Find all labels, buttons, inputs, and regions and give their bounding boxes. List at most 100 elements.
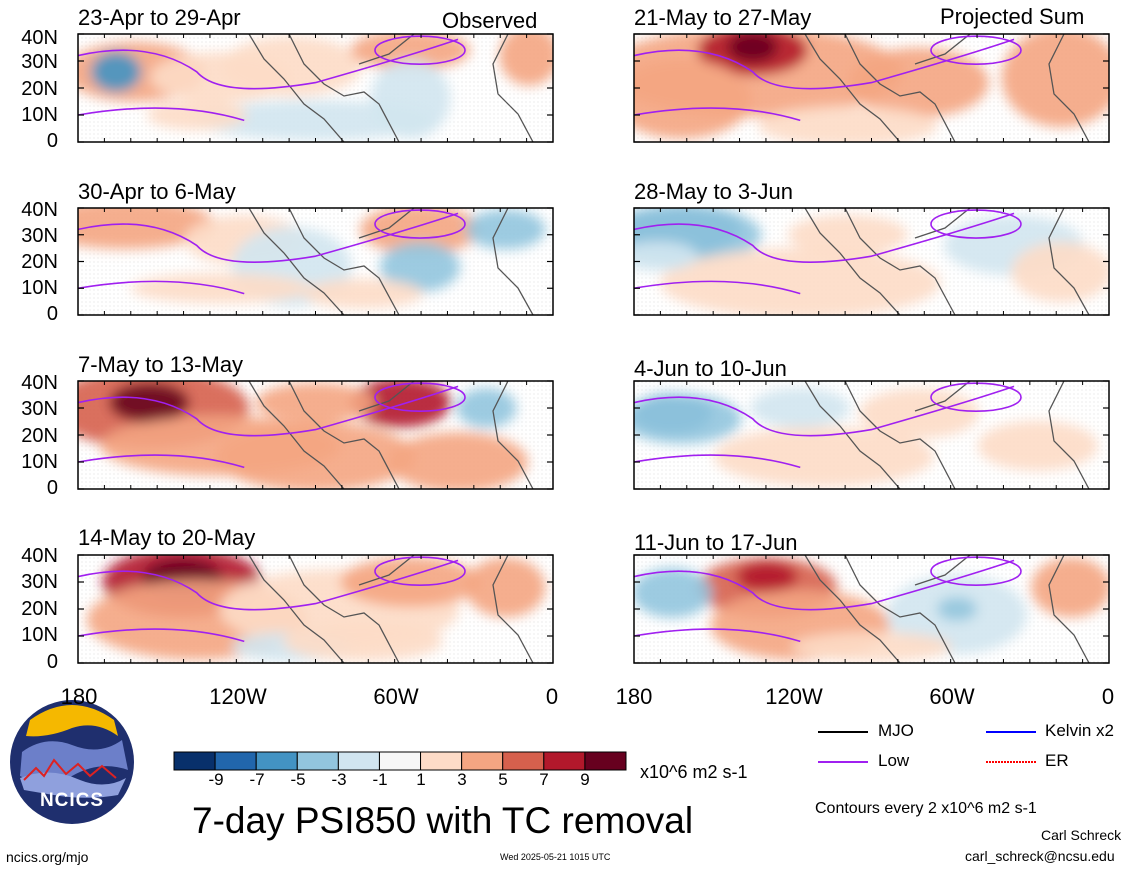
low-contour bbox=[930, 35, 1022, 66]
low-contour bbox=[78, 628, 245, 643]
colorbar-tick: -3 bbox=[331, 770, 347, 789]
lon-label-right: 180 bbox=[615, 684, 653, 709]
low-contour bbox=[78, 559, 459, 611]
anomaly-shading bbox=[977, 420, 1098, 471]
map-panel-2 bbox=[77, 207, 554, 316]
anomaly-shading bbox=[195, 100, 436, 141]
low-contour bbox=[374, 209, 466, 239]
map-panel-3 bbox=[77, 380, 554, 490]
colorbar-tick: 9 bbox=[580, 770, 590, 789]
anomaly-shading bbox=[109, 382, 190, 423]
colorbar-swatch bbox=[173, 751, 216, 771]
anomaly-shading bbox=[634, 241, 698, 272]
anomaly-shading bbox=[791, 631, 952, 662]
colorbar-tick: 1 bbox=[416, 770, 426, 789]
anomaly-shading bbox=[1031, 557, 1109, 618]
lat-label: 30N bbox=[21, 51, 58, 73]
lat-label: 20N bbox=[21, 425, 58, 447]
lat-label: 10N bbox=[21, 104, 58, 126]
website-link[interactable]: ncics.org/mjo bbox=[6, 849, 89, 865]
anomaly-shading bbox=[456, 388, 517, 428]
anomaly-shading bbox=[499, 34, 553, 86]
anomaly-shading bbox=[750, 388, 851, 428]
author-email: carl_schreck@ncsu.edu bbox=[965, 848, 1115, 864]
coastline bbox=[804, 34, 971, 142]
lon-label-left: 0 bbox=[545, 684, 559, 709]
anomaly-shading bbox=[283, 621, 443, 662]
observed-label: Observed bbox=[442, 8, 538, 33]
anomaly-shading bbox=[849, 47, 989, 118]
colorbar-tick: 3 bbox=[457, 770, 467, 789]
map-panel-8 bbox=[633, 554, 1110, 664]
lon-label-left: 120W bbox=[209, 684, 267, 709]
lon-label-left: 60W bbox=[373, 684, 419, 709]
map-panel-6 bbox=[633, 207, 1110, 316]
anomaly-shading bbox=[714, 426, 934, 487]
anomaly-shading bbox=[727, 34, 778, 62]
anomaly-shading bbox=[859, 388, 979, 439]
ncics-logo bbox=[10, 700, 134, 824]
coastline bbox=[248, 555, 415, 663]
anomaly-shading bbox=[380, 241, 460, 292]
lat-label: 40N bbox=[21, 545, 58, 567]
coastline bbox=[804, 555, 971, 663]
anomaly-shading bbox=[465, 557, 546, 618]
anomaly-shading bbox=[634, 58, 752, 139]
anomaly-shading bbox=[255, 382, 376, 423]
coastline bbox=[804, 208, 971, 315]
low-contour bbox=[374, 35, 466, 66]
panel-title-3: 7-May to 13-May bbox=[78, 352, 244, 377]
anomaly-shading bbox=[360, 208, 480, 255]
panel-title-7: 4-Jun to 10-Jun bbox=[634, 356, 787, 381]
low-contour bbox=[634, 280, 801, 295]
contour-note: Contours every 2 x10^6 m2 s-1 bbox=[815, 800, 1037, 817]
colorbar-swatch bbox=[502, 751, 545, 771]
lat-label: 0 bbox=[46, 651, 58, 673]
lat-label: 0 bbox=[46, 477, 58, 499]
anomaly-shading bbox=[465, 209, 546, 250]
colorbar-swatch bbox=[337, 751, 380, 771]
coastline bbox=[492, 381, 534, 489]
coastline bbox=[492, 555, 534, 663]
map-panel-5 bbox=[633, 33, 1110, 143]
low-contour bbox=[634, 107, 801, 122]
map-panel-7 bbox=[633, 380, 1110, 490]
lon-label-right: 0 bbox=[1101, 684, 1115, 709]
anomaly-shading bbox=[787, 214, 908, 255]
panel-title-1: 23-Apr to 29-Apr bbox=[78, 5, 241, 30]
low-contour bbox=[78, 38, 459, 90]
low-contour bbox=[634, 559, 1015, 611]
lat-label: 20N bbox=[21, 78, 58, 100]
lat-label: 10N bbox=[21, 451, 58, 473]
lat-label: 40N bbox=[21, 27, 58, 49]
author-name: Carl Schreck bbox=[1041, 827, 1122, 843]
colorbar-swatch bbox=[296, 751, 339, 771]
anomaly-shading bbox=[937, 597, 977, 621]
low-contour bbox=[78, 107, 245, 122]
logo-text: NCICS bbox=[39, 790, 105, 811]
legend-low-label: Low bbox=[878, 751, 910, 770]
low-contour bbox=[634, 38, 1015, 90]
projected-label: Projected Sum bbox=[940, 4, 1085, 29]
lat-label: 40N bbox=[21, 199, 58, 221]
map-panel-1 bbox=[77, 33, 554, 143]
low-contour bbox=[930, 382, 1022, 413]
anomaly-shading bbox=[388, 432, 528, 489]
low-contour bbox=[930, 209, 1022, 239]
coastline bbox=[492, 34, 534, 142]
coastline bbox=[1048, 381, 1090, 489]
low-contour bbox=[374, 382, 466, 413]
coastline bbox=[248, 208, 415, 315]
low-contour bbox=[634, 628, 801, 643]
low-contour bbox=[930, 556, 1022, 587]
colorbar-tick: -9 bbox=[208, 770, 224, 789]
colorbar-swatch bbox=[461, 751, 504, 771]
colorbar-tick: -5 bbox=[290, 770, 306, 789]
lat-label: 0 bbox=[46, 303, 58, 325]
anomaly-shading bbox=[757, 105, 938, 142]
anomaly-shading bbox=[146, 100, 247, 130]
colorbar-swatch bbox=[420, 751, 463, 771]
panel-title-2: 30-Apr to 6-May bbox=[78, 179, 236, 204]
coastline bbox=[804, 381, 971, 489]
